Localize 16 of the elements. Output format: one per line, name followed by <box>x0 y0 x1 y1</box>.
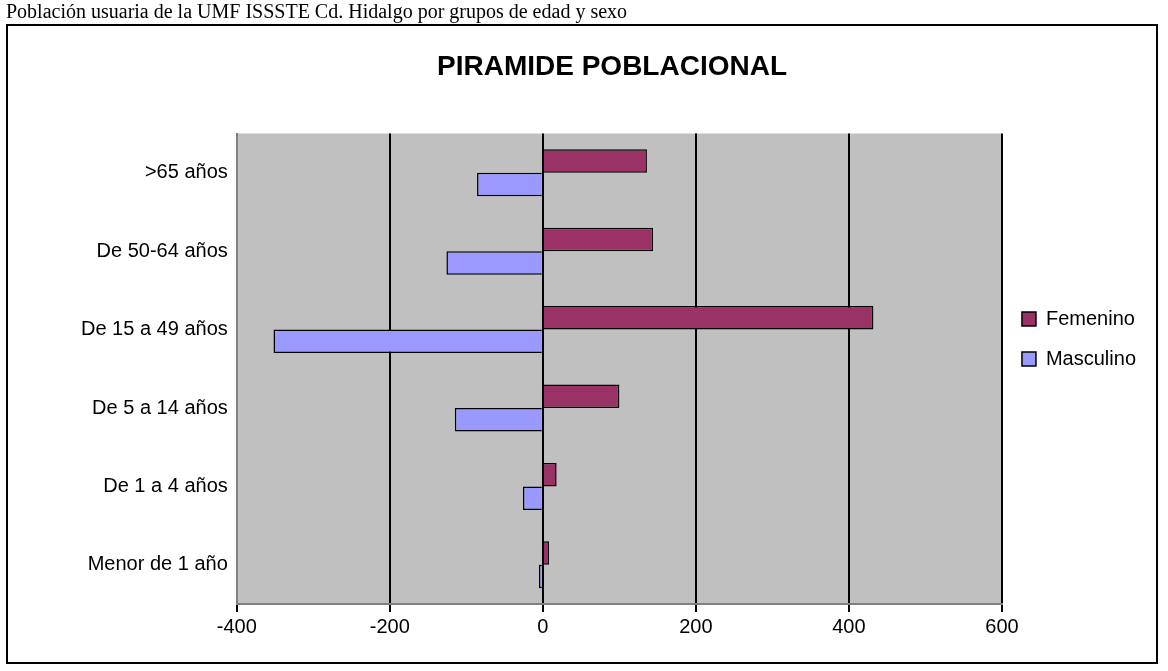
x-tick-label: 400 <box>832 614 866 637</box>
legend-label: Femenino <box>1045 306 1135 329</box>
y-tick-label: De 15 a 49 años <box>81 317 228 340</box>
y-tick-label: De 50-64 años <box>96 238 228 261</box>
y-tick-label: De 5 a 14 años <box>92 395 228 418</box>
x-tick-label: 200 <box>679 614 713 637</box>
y-tick-label: De 1 a 4 años <box>103 473 228 496</box>
text: Población usuaria de la UMF ISSSTE Cd. Hidalgo por grupos de edad y sexo <box>6 0 628 22</box>
x-tick-label: -400 <box>216 614 257 637</box>
x-tick-label: -200 <box>369 614 410 637</box>
y-tick-label: >65 años <box>144 160 228 183</box>
y-tick-label: Menor de 1 año <box>87 552 228 575</box>
x-tick-label: 0 <box>537 614 549 637</box>
legend-label: Masculino <box>1045 346 1137 369</box>
x-tick-label: 600 <box>985 614 1019 637</box>
chart-title: PIRAMIDE POBLACIONAL <box>437 49 787 81</box>
